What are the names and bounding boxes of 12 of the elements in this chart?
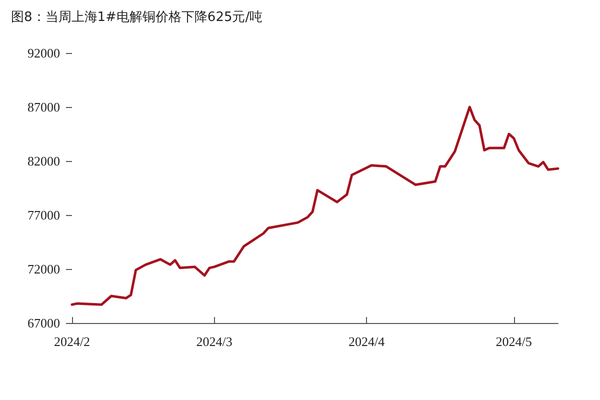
x-tick-label: 2024/4 (348, 334, 386, 349)
x-tick-label: 2024/3 (196, 334, 232, 349)
x-tick-label: 2024/5 (496, 334, 532, 349)
x-tick-label: 2024/2 (54, 334, 90, 349)
y-tick-label: 82000 (28, 154, 60, 168)
y-tick-label: 92000 (28, 46, 60, 60)
line-series (70, 106, 560, 306)
chart-title: 图8：当周上海1#电解铜价格下降625元/吨 (11, 10, 263, 25)
y-tick-label: 72000 (28, 262, 60, 276)
y-tick-label: 67000 (28, 316, 60, 330)
y-tick-label: 77000 (28, 208, 60, 222)
y-tick-label: 87000 (28, 100, 60, 114)
